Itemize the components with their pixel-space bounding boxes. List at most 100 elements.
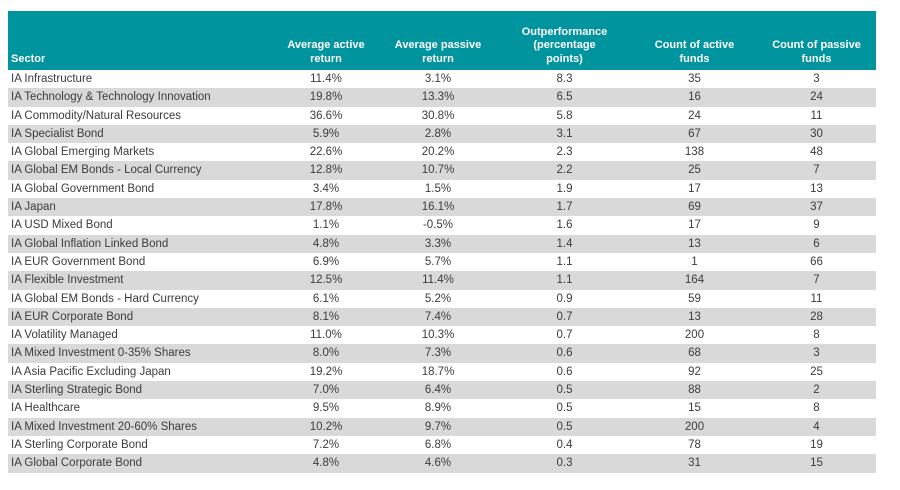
value-cell: 0.4 [556,438,573,451]
value-cell: 1.9 [556,182,573,195]
value-cell: 16.1% [421,201,455,214]
value-cell: 22.6% [309,146,343,159]
table-row: IA Global Government Bond 3.4% 1.5% 1.9 17 13 [8,179,876,199]
value-cell: 3 [813,347,820,360]
sector-cell: IA Global Emerging Markets [11,146,155,159]
value-cell: 25 [688,164,701,177]
table-row: IA Technology & Technology Innovation 19.… [8,88,876,107]
value-cell: 35 [688,73,701,85]
sector-cell: IA Infrastructure [11,73,93,85]
value-cell: 19.8% [309,91,343,104]
value-cell: 17 [688,219,701,232]
table-header: Sector Average active return Average pas… [8,11,876,70]
value-cell: 1.6 [556,219,573,232]
value-cell: 10.7% [421,164,455,177]
value-cell: 4.6% [424,457,452,470]
value-cell: 0.5 [556,420,573,433]
value-cell: 5.8 [556,109,573,122]
sector-cell: IA USD Mixed Bond [11,219,113,232]
value-cell: 7.2% [312,438,340,451]
value-cell: 15 [810,457,823,470]
value-cell: 6 [813,237,820,250]
table-row: IA Global EM Bonds - Hard Currency 6.1% 5.… [8,289,876,308]
value-cell: 88 [688,384,701,397]
value-cell: 0.3 [556,457,573,470]
sector-cell: IA Sterling Corporate Bond [11,438,148,451]
value-cell: 8.1% [312,310,340,323]
value-cell: 13.3% [421,91,455,104]
value-cell: 8 [813,402,820,415]
table-row: IA Mixed Investment 20-60% Shares 10.2% 9.… [8,417,876,436]
value-cell: 5.7% [424,255,452,268]
table-row: IA Global EM Bonds - Local Currency 12.8%… [8,161,876,180]
value-cell: 3.4% [312,182,340,195]
value-cell: 69 [688,201,701,214]
value-cell: 0.6 [556,365,573,378]
value-cell: 24 [688,109,701,122]
value-cell: 17 [688,182,701,195]
sector-cell: IA Healthcare [11,402,81,415]
table-row: IA Global Inflation Linked Bond 4.8% 3.3% 1… [8,234,876,253]
header-count-passive-funds: Count of passive funds [757,11,876,70]
value-cell: 3.1 [556,127,573,140]
value-cell: 8.0% [312,347,340,360]
value-cell: 0.5 [556,384,573,397]
value-cell: 78 [688,438,701,451]
value-cell: 13 [688,237,701,250]
value-cell: 30 [810,127,823,140]
value-cell: 5.9% [312,127,340,140]
value-cell: 3.3% [424,237,452,250]
value-cell: 1.4 [556,237,573,250]
header-average-active-return: Average active return [273,11,379,70]
value-cell: 6.5 [556,91,573,104]
value-cell: 8 [813,329,820,342]
value-cell: 24 [810,91,823,104]
sector-cell: IA Japan [11,201,56,214]
value-cell: 2.2 [556,164,573,177]
table-row: IA Japan 17.8% 16.1% 1.7 69 37 [8,198,876,217]
sector-cell: IA Global EM Bonds - Hard Currency [11,292,199,305]
value-cell: 66 [810,255,823,268]
value-cell: 12.8% [309,164,343,177]
value-cell: 7.3% [424,347,452,360]
value-cell: -0.5% [422,219,454,232]
value-cell: 2.3 [556,146,573,159]
sector-cell: IA Global Corporate Bond [11,457,143,470]
value-cell: 18.7% [421,365,455,378]
value-cell: 9 [813,219,820,232]
sector-cell: IA Flexible Investment [11,274,124,287]
table-row: IA Flexible Investment 12.5% 11.4% 1.1 164 7 [8,271,876,290]
value-cell: 11.0% [310,329,342,342]
value-cell: 30.8% [421,109,455,122]
value-cell: 3 [813,73,820,85]
sector-cell: IA Technology & Technology Innovation [11,91,211,104]
value-cell: 6.4% [424,384,452,397]
table-row: IA EUR Government Bond 6.9% 5.7% 1.1 1 66 [8,252,876,272]
table-row: IA USD Mixed Bond 1.1% -0.5% 1.6 17 9 [8,216,876,235]
table-row: IA Specialist Bond 5.9% 2.8% 3.1 67 30 [8,124,876,144]
value-cell: 10.3% [421,329,455,342]
value-cell: 0.6 [556,347,573,360]
value-cell: 10.2% [309,420,343,433]
sector-cell: IA Asia Pacific Excluding Japan [11,365,171,378]
value-cell: 7.0% [312,384,340,397]
value-cell: 7 [813,164,820,177]
sector-cell: IA Sterling Strategic Bond [11,384,143,397]
table-row: IA Global Corporate Bond 4.8% 4.6% 0.3 31 15 [8,454,876,473]
value-cell: 2 [813,384,820,397]
value-cell: 0.5 [556,402,573,415]
sector-performance-table: Sector Average active return Average pas… [8,11,876,473]
value-cell: 11.4% [310,73,342,85]
value-cell: 36.6% [309,109,343,122]
sector-performance-table-wrap: Sector Average active return Average pas… [8,11,876,473]
value-cell: 7.4% [424,310,452,323]
sector-cell: IA Global Inflation Linked Bond [11,237,169,250]
value-cell: 17.8% [309,201,343,214]
value-cell: 7 [813,274,820,287]
sector-cell: IA Global Government Bond [11,182,155,195]
value-cell: 0.7 [556,329,573,342]
value-cell: 31 [688,457,701,470]
value-cell: 67 [688,127,701,140]
value-cell: 8.9% [424,402,452,415]
value-cell: 9.5% [312,402,340,415]
